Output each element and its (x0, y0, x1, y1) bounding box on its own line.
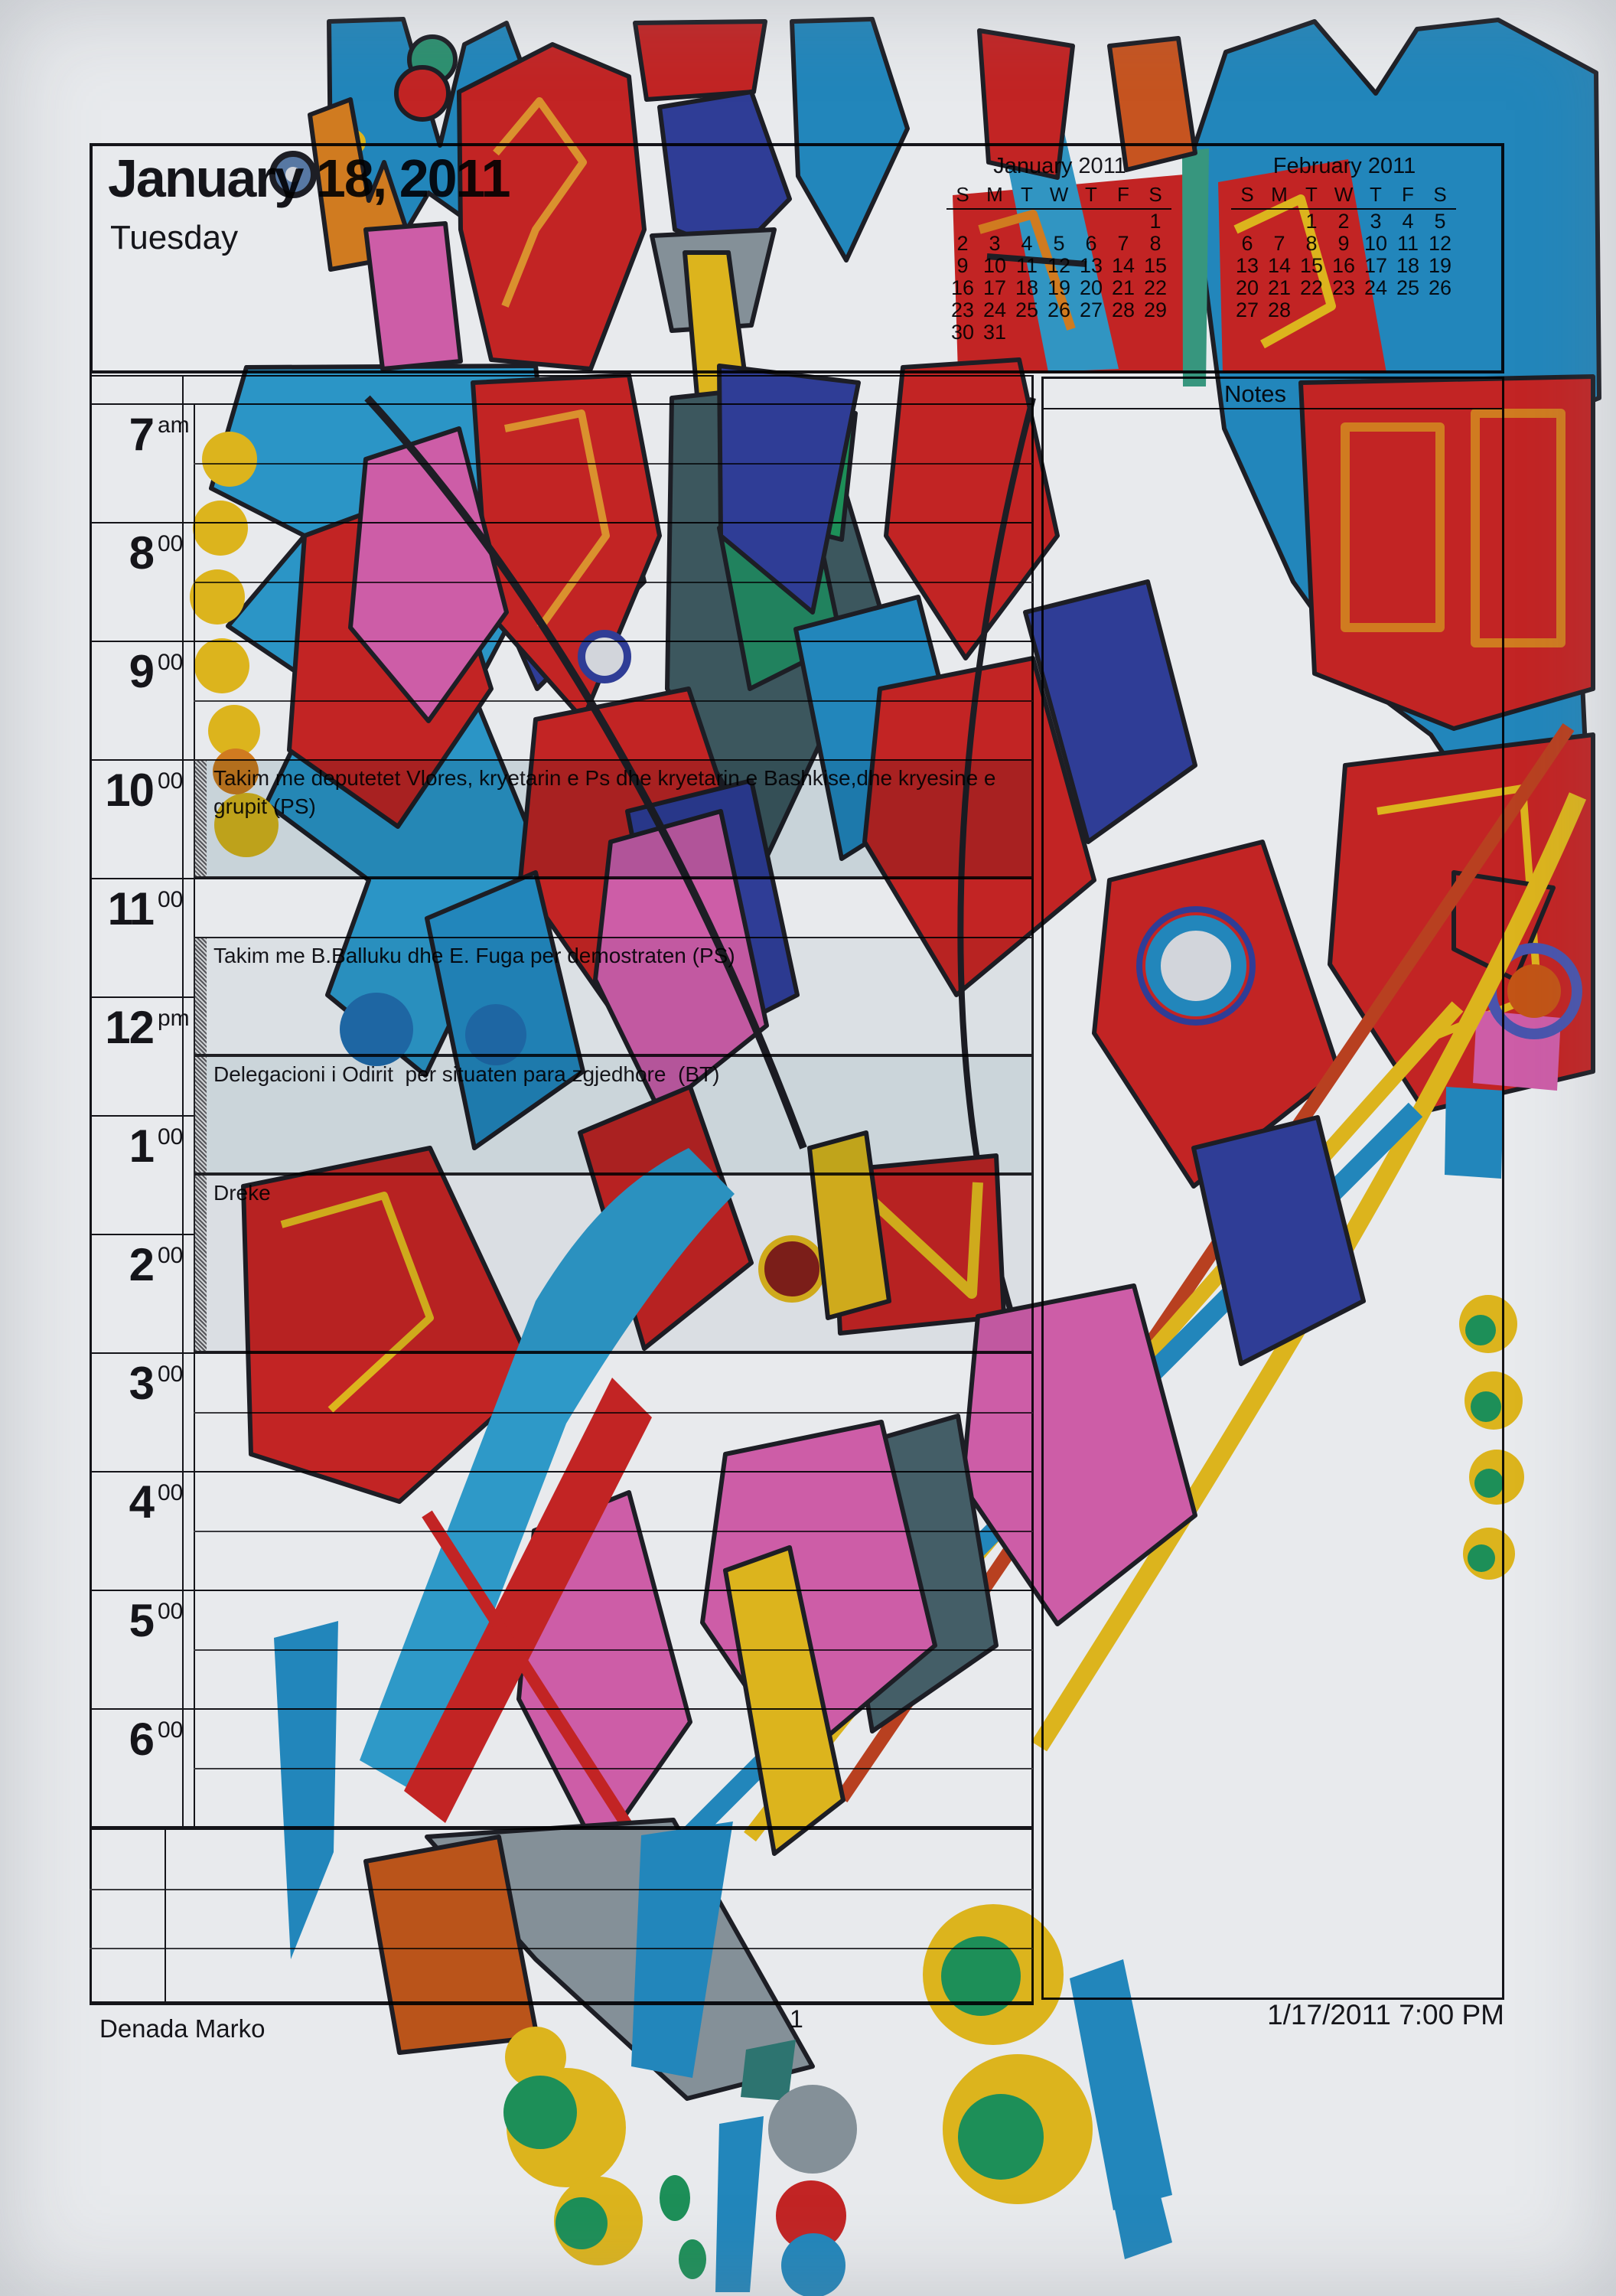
time-slot-hour: 6 (129, 1714, 155, 1765)
time-slot-label: 1 00 (90, 1124, 190, 1169)
appointment-hatch-strip (195, 1176, 207, 1351)
time-slot-label: 10 00 (90, 765, 190, 816)
time-slot-suffix: 00 (158, 1717, 184, 1743)
time-slot-suffix: 00 (158, 1480, 184, 1505)
time-slot-suffix: 00 (158, 1243, 184, 1268)
time-slot-hour: 2 (129, 1239, 155, 1290)
time-slot-label: 12 pm (90, 1002, 190, 1053)
time-slot-hour: 3 (129, 1358, 155, 1409)
time-slot-hour: 11 (107, 883, 155, 934)
appointment-delegacioni: Delegacioni i Odirit per situaten para z… (194, 1055, 1033, 1174)
weekday-label: Tuesday (110, 219, 239, 256)
time-slot-label: 2 00 (90, 1239, 190, 1290)
time-slot-label: 4 00 (90, 1476, 190, 1528)
time-slot-label: 8 00 (90, 527, 190, 579)
time-slot-label: 5 00 (90, 1595, 190, 1646)
time-slot-hour: 5 (129, 1595, 155, 1646)
footer-page-number: 1 (790, 2005, 803, 2033)
time-slot-hour: 9 (129, 646, 155, 697)
time-slot-hour: 8 (129, 527, 155, 579)
time-slot-hour: 1 (129, 1120, 155, 1172)
appointment-hatch-strip (195, 1057, 207, 1172)
time-slot-label: 11 00 (90, 883, 190, 934)
appointment-hatch-strip (195, 761, 207, 876)
time-slot-label: 9 00 (90, 646, 190, 697)
time-slot-hour: 7 (129, 409, 155, 460)
hour-line (90, 1471, 1033, 1473)
time-slot-suffix: 00 (158, 768, 184, 794)
half-hour-line (194, 700, 1033, 702)
time-slot-suffix: 00 (158, 1362, 184, 1387)
footer-print-timestamp: 1/17/2011 7:00 PM (1267, 1999, 1504, 2030)
time-slot-label: 7 am (90, 409, 190, 460)
time-slot-label: 6 00 (90, 1714, 190, 1765)
schedule-top-line (90, 375, 1033, 377)
time-slot-suffix: 00 (158, 1599, 184, 1624)
time-slot-hour: 10 (105, 765, 155, 816)
time-slot-suffix: 00 (158, 650, 184, 675)
bottom-section-divider (165, 1826, 166, 2004)
bottom-section-bottom-border (90, 2001, 1033, 2005)
appointment-hatch-strip (195, 938, 207, 1054)
time-slot-suffix: 00 (158, 531, 184, 556)
time-column-divider (182, 375, 184, 1828)
time-slot-suffix: pm (158, 1006, 190, 1031)
time-slot-suffix: am (158, 413, 190, 438)
schedule-left-border (90, 143, 92, 2005)
time-slot-label: 3 00 (90, 1358, 190, 1409)
footer-owner-name: Denada Marko (99, 2014, 266, 2043)
time-slot-suffix: 00 (158, 887, 184, 912)
time-slot-hour: 12 (105, 1002, 155, 1053)
time-slot-hour: 4 (129, 1476, 155, 1528)
time-slot-suffix: 00 (158, 1124, 184, 1150)
